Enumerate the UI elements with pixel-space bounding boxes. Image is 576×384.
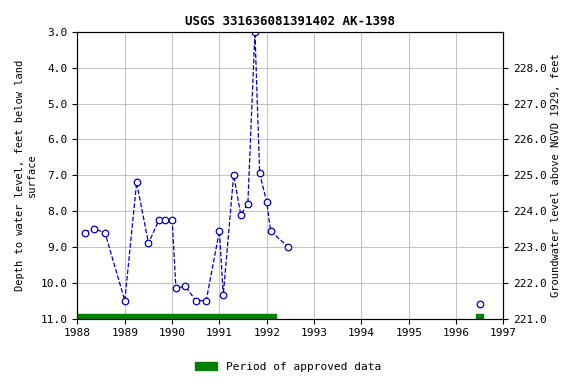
Point <box>144 240 153 247</box>
Point <box>202 298 211 304</box>
Point <box>132 179 141 185</box>
Legend: Period of approved data: Period of approved data <box>191 358 385 377</box>
Point <box>255 170 264 177</box>
Point <box>283 244 293 250</box>
Point <box>100 230 109 236</box>
Title: USGS 331636081391402 AK-1398: USGS 331636081391402 AK-1398 <box>185 15 396 28</box>
Point <box>266 228 275 234</box>
Point <box>243 201 252 207</box>
Point <box>475 301 484 307</box>
Point <box>262 199 271 205</box>
Point <box>168 217 177 223</box>
Point <box>154 217 164 223</box>
Point <box>181 283 190 290</box>
Point <box>171 285 180 291</box>
Point <box>89 226 98 232</box>
Point <box>215 228 224 234</box>
Point <box>229 172 238 178</box>
Point <box>236 212 245 218</box>
Point <box>251 29 260 35</box>
Point <box>191 298 200 304</box>
Point <box>219 292 228 298</box>
Y-axis label: Groundwater level above NGVD 1929, feet: Groundwater level above NGVD 1929, feet <box>551 53 561 297</box>
Point <box>161 217 170 223</box>
Point <box>120 298 130 304</box>
Point <box>80 230 89 236</box>
Y-axis label: Depth to water level, feet below land
surface: Depth to water level, feet below land su… <box>15 60 37 291</box>
